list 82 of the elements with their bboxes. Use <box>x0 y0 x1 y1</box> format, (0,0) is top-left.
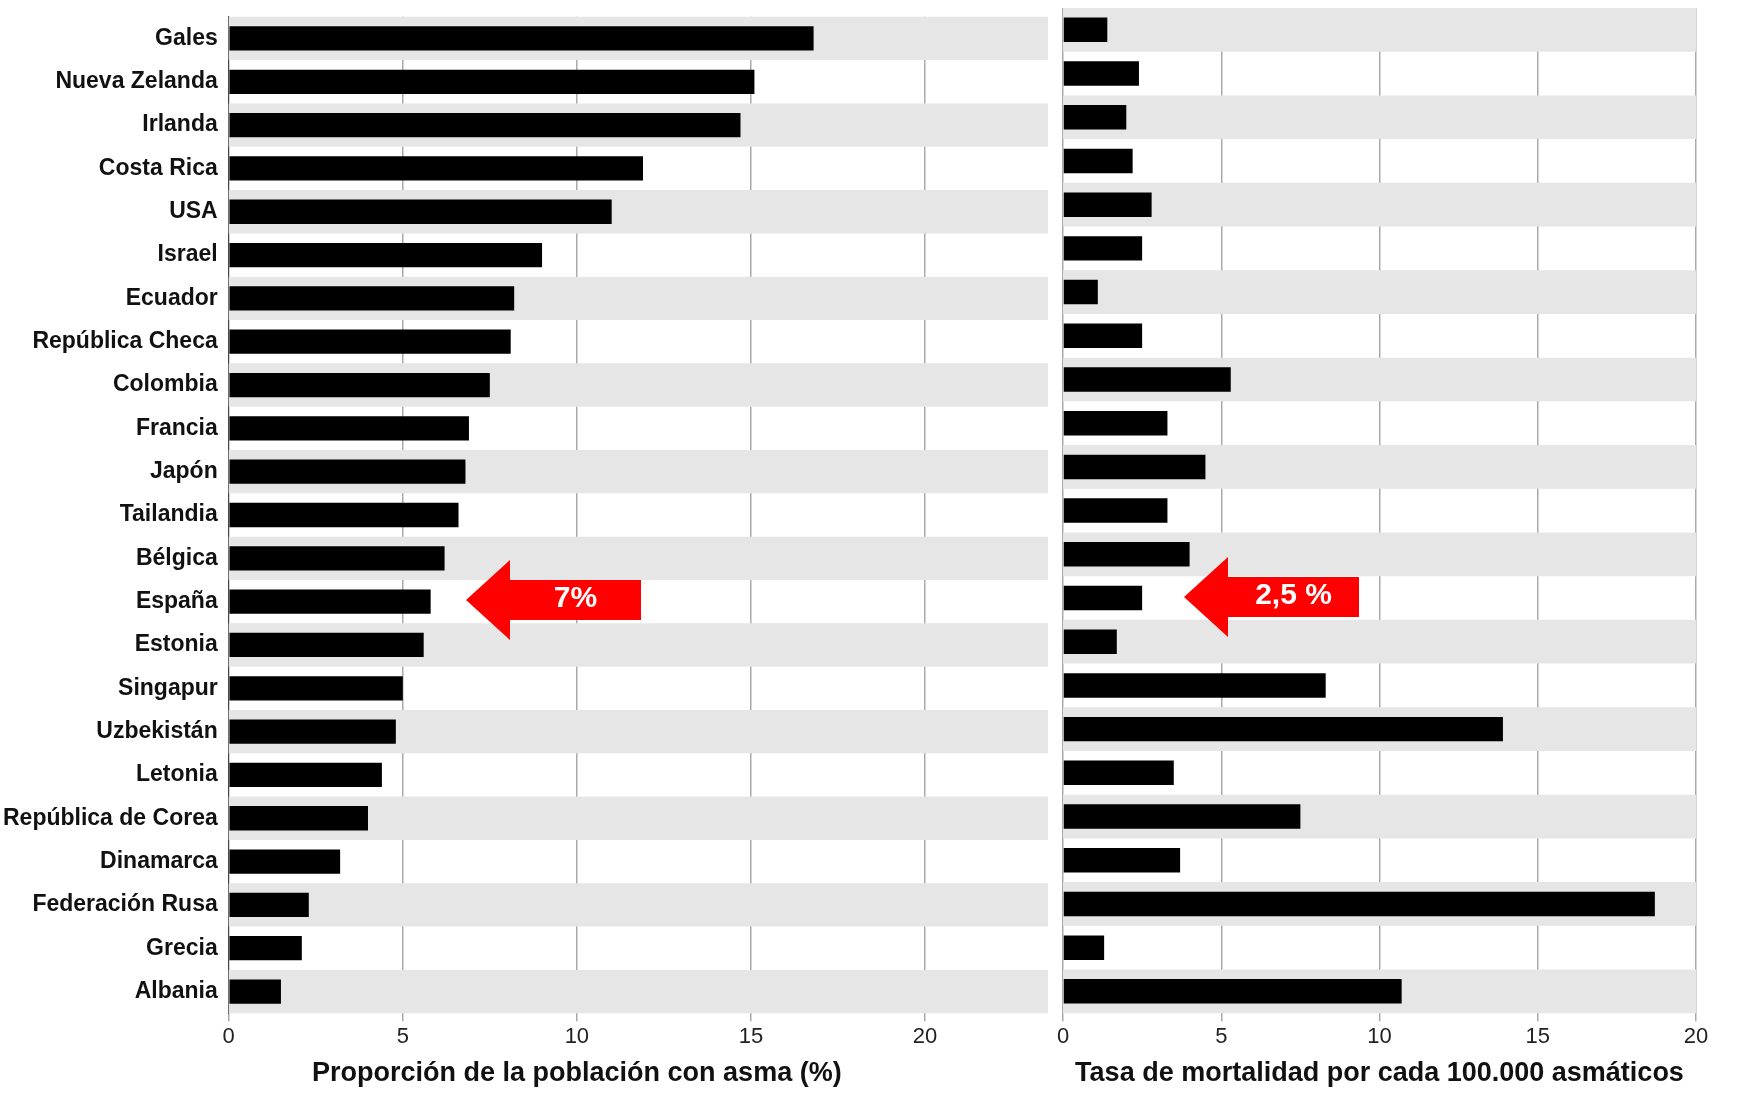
y-tick-label: Francia <box>135 413 218 440</box>
bar <box>229 892 309 918</box>
bar <box>229 936 302 961</box>
bar <box>1063 61 1139 86</box>
x-tick-label: 5 <box>1215 1023 1228 1049</box>
bar <box>1063 236 1143 261</box>
bar <box>1063 454 1206 480</box>
x-axis-title: Proporción de la población con asma (%) <box>312 1057 842 1088</box>
y-tick-label: Costa Rica <box>98 153 218 180</box>
bar <box>1063 585 1143 611</box>
bar <box>229 416 469 441</box>
bar <box>229 329 511 354</box>
y-tick-label: Estonia <box>134 630 218 657</box>
annotation: 2,5 % <box>1254 577 1333 612</box>
x-tick-label: 20 <box>912 1023 938 1049</box>
bar <box>229 372 490 398</box>
bar <box>1063 323 1143 349</box>
y-tick-label: Grecia <box>146 933 218 960</box>
x-tick-label: 15 <box>1525 1023 1550 1049</box>
x-tick-label: 10 <box>1367 1023 1392 1049</box>
bar <box>1063 498 1168 523</box>
bar <box>1063 542 1190 567</box>
y-tick-label: Singapur <box>118 673 218 700</box>
x-tick-label: 20 <box>1683 1023 1709 1049</box>
bar <box>1063 673 1326 698</box>
y-tick-label: Uzbekistán <box>96 716 218 743</box>
bar <box>229 762 382 788</box>
bar <box>1063 279 1098 305</box>
bar <box>1063 935 1105 960</box>
bar <box>1063 629 1117 654</box>
y-tick-label: España <box>135 586 218 613</box>
bar <box>229 589 431 614</box>
x-tick-label: 15 <box>738 1023 764 1049</box>
bar <box>229 242 543 268</box>
y-tick-label: Gales <box>155 23 218 50</box>
bar <box>229 26 814 51</box>
bar <box>229 199 612 224</box>
y-tick-label: Albania <box>134 976 218 1003</box>
bar <box>229 806 368 831</box>
bar <box>229 979 281 1004</box>
annotation: 7% <box>552 580 599 615</box>
bar <box>1063 17 1108 43</box>
y-tick-label: USA <box>169 197 218 224</box>
y-tick-label: Tailandia <box>119 500 218 527</box>
bar <box>1063 148 1133 174</box>
y-tick-label: Israel <box>157 240 218 267</box>
x-tick-label: 0 <box>1056 1023 1070 1049</box>
y-tick-label: Japón <box>149 457 218 484</box>
bar <box>229 632 424 658</box>
y-tick-label: Federación Rusa <box>32 890 218 917</box>
bar <box>1063 192 1152 217</box>
bar <box>229 156 644 181</box>
bar <box>1063 760 1174 786</box>
y-tick-label: Nueva Zelanda <box>55 67 218 94</box>
bar <box>1063 716 1503 742</box>
bar <box>1063 410 1168 436</box>
bar <box>229 286 515 311</box>
bar <box>1063 848 1181 873</box>
bar <box>1063 979 1402 1004</box>
bar <box>229 849 341 874</box>
bar <box>1063 367 1231 392</box>
y-tick-label: Bélgica <box>135 543 218 570</box>
y-tick-label: República Checa <box>32 327 218 354</box>
x-tick-label: 5 <box>396 1023 409 1049</box>
bar <box>229 546 445 571</box>
bar <box>229 459 466 484</box>
y-tick-label: República de Corea <box>2 803 218 830</box>
y-tick-label: Dinamarca <box>100 846 218 873</box>
bar <box>1063 804 1301 829</box>
y-tick-label: Letonia <box>135 760 218 787</box>
y-tick-label: Colombia <box>112 370 218 397</box>
x-tick-label: 10 <box>564 1023 590 1049</box>
bar <box>229 676 403 701</box>
x-axis-title: Tasa de mortalidad por cada 100.000 asmáticos <box>1075 1057 1684 1088</box>
bar <box>229 112 741 138</box>
y-tick-label: Ecuador <box>125 283 218 310</box>
bar <box>229 719 396 744</box>
bar <box>229 502 459 528</box>
bar <box>1063 105 1127 130</box>
x-tick-label: 0 <box>222 1023 235 1049</box>
bar <box>229 69 755 94</box>
y-tick-label: Irlanda <box>142 110 218 137</box>
